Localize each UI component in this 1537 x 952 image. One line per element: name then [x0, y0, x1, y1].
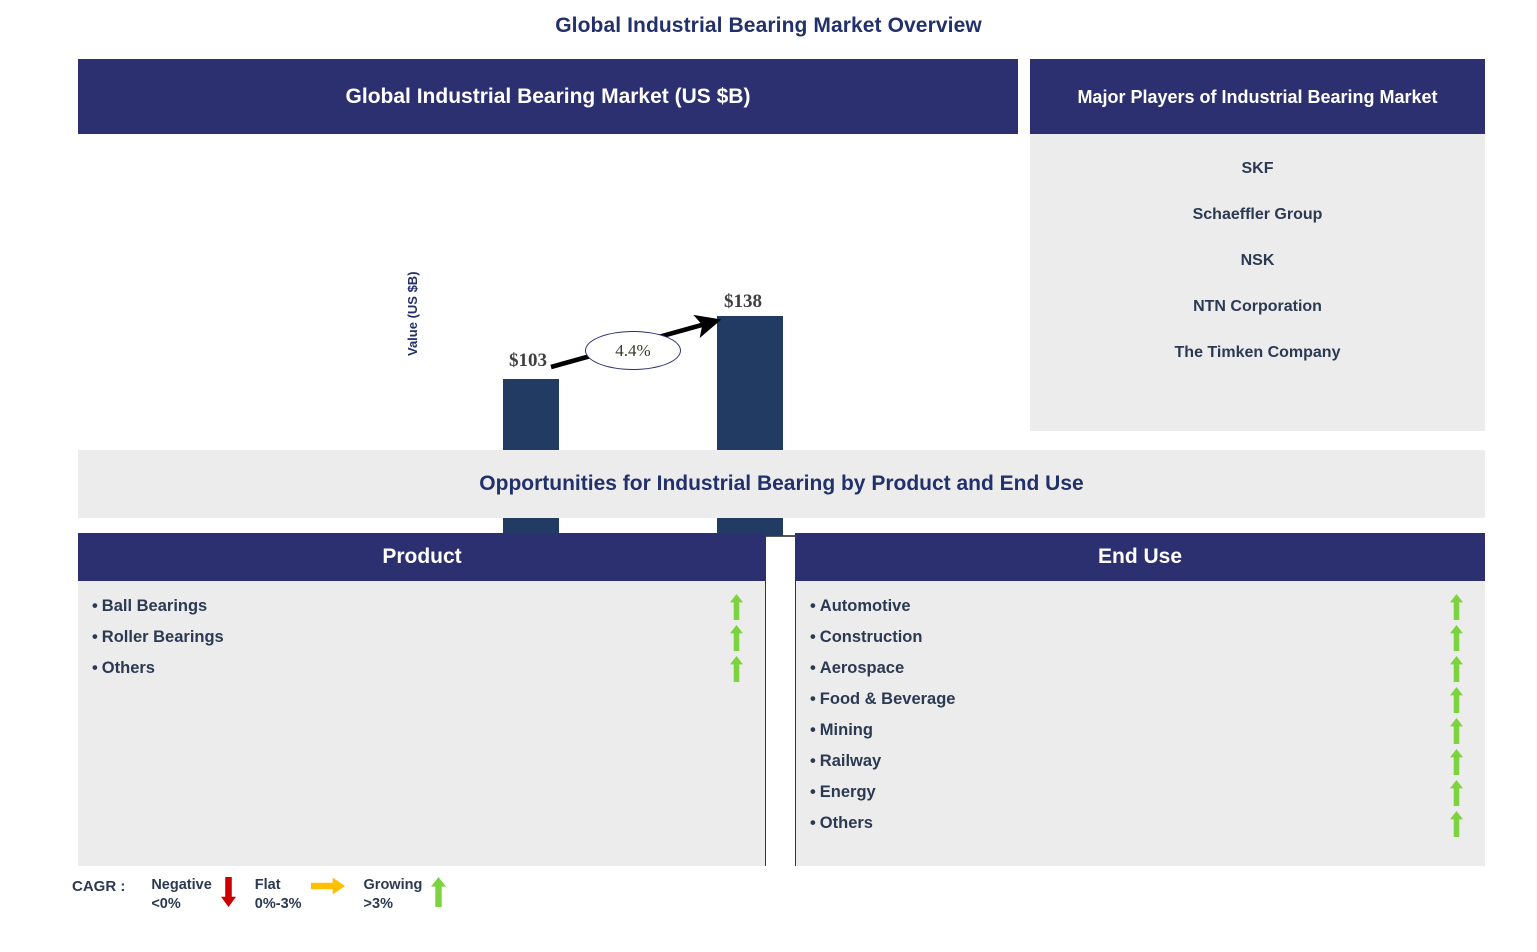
end-use-panel: End Use • Automotive • Construction • Aeros…	[795, 533, 1485, 866]
product-item-label: • Others	[92, 659, 155, 677]
list-item: • Railway	[796, 746, 1485, 777]
cagr-legend: CAGR : Negative <0% Flat 0%-3% Growing >…	[72, 876, 465, 914]
list-item: SKF	[1241, 160, 1274, 177]
end-use-item-label: • Aerospace	[810, 659, 905, 677]
cagr-legend-title: CAGR :	[72, 878, 126, 895]
list-item: • Others	[78, 653, 765, 684]
arrow-up-green-icon	[730, 593, 743, 620]
arrow-up-green-icon	[1450, 655, 1463, 682]
bullet-icon: •	[92, 659, 98, 677]
list-item: Schaeffler Group	[1192, 206, 1323, 223]
end-use-item-label: • Others	[810, 814, 873, 832]
end-use-item-label: • Construction	[810, 628, 923, 646]
legend-negative-icon-wrap	[220, 876, 236, 907]
product-item-label: • Ball Bearings	[92, 597, 208, 615]
major-players-panel: Major Players of Industrial Bearing Mark…	[1030, 59, 1485, 431]
bullet-icon: •	[810, 783, 816, 801]
cagr-bubble: 4.4%	[585, 331, 681, 370]
list-item: NTN Corporation	[1193, 298, 1322, 315]
product-item-label: • Roller Bearings	[92, 628, 224, 646]
bullet-icon: •	[810, 659, 816, 677]
arrow-up-green-icon	[1450, 717, 1463, 744]
end-use-item-label: • Mining	[810, 721, 873, 739]
page-title: Global Industrial Bearing Market Overvie…	[555, 14, 982, 37]
bullet-icon: •	[810, 597, 816, 615]
end-use-item-label: • Food & Beverage	[810, 690, 956, 708]
bullet-icon: •	[810, 628, 816, 646]
list-item: • Automotive	[796, 591, 1485, 622]
market-chart-header: Global Industrial Bearing Market (US $B)	[78, 59, 1018, 134]
list-item: • Food & Beverage	[796, 684, 1485, 715]
legend-item-negative: Negative <0%	[151, 876, 244, 914]
cagr-value: 4.4%	[615, 340, 651, 360]
bullet-icon: •	[92, 597, 98, 615]
bullet-icon: •	[92, 628, 98, 646]
legend-growing-icon-wrap	[431, 876, 447, 907]
legend-flat-text: Flat 0%-3%	[254, 877, 302, 912]
arrow-up-green-icon	[1450, 686, 1463, 713]
arrow-up-green-icon	[730, 624, 743, 651]
list-item: • Construction	[796, 622, 1485, 653]
product-panel: Product • Ball Bearings • Roller Bearings …	[78, 533, 766, 866]
list-item: • Ball Bearings	[78, 591, 765, 622]
list-item: • Roller Bearings	[78, 622, 765, 653]
market-chart-body: Value (US $B) $103 $138 2024 2031 4.4% S…	[78, 134, 1018, 565]
end-use-item-label: • Railway	[810, 752, 882, 770]
arrow-up-green-icon	[1450, 779, 1463, 806]
list-item: • Energy	[796, 777, 1485, 808]
arrow-up-green-icon	[1450, 810, 1463, 837]
y-axis-label: Value (US $B)	[405, 271, 420, 356]
product-body: • Ball Bearings • Roller Bearings • Others	[78, 581, 766, 866]
bar-value-2031: $138	[724, 291, 762, 312]
legend-negative-text: Negative <0%	[151, 877, 212, 912]
end-use-header: End Use	[795, 533, 1485, 581]
arrow-up-green-icon	[1450, 748, 1463, 775]
major-players-header: Major Players of Industrial Bearing Mark…	[1030, 59, 1485, 134]
bullet-icon: •	[810, 752, 816, 770]
arrow-up-green-icon	[1450, 593, 1463, 620]
list-item: • Mining	[796, 715, 1485, 746]
list-item: • Aerospace	[796, 653, 1485, 684]
list-item: NSK	[1240, 252, 1275, 269]
end-use-body: • Automotive • Construction • Aerospace • Fo…	[795, 581, 1485, 866]
market-chart-panel: Global Industrial Bearing Market (US $B)…	[78, 59, 1018, 565]
opportunities-banner: Opportunities for Industrial Bearing by …	[78, 450, 1485, 518]
arrow-down-red-icon	[220, 877, 236, 907]
arrow-up-green-icon	[730, 655, 743, 682]
arrow-up-green-icon	[431, 877, 447, 907]
legend-growing-text: Growing >3%	[363, 877, 423, 912]
arrow-right-yellow-icon	[310, 877, 345, 895]
bar-value-2024: $103	[509, 350, 547, 371]
product-header: Product	[78, 533, 766, 581]
end-use-item-label: • Automotive	[810, 597, 911, 615]
list-item: The Timken Company	[1174, 344, 1341, 361]
list-item: • Others	[796, 808, 1485, 839]
legend-item-growing: Growing >3%	[364, 876, 456, 914]
bullet-icon: •	[810, 721, 816, 739]
legend-item-flat: Flat 0%-3%	[255, 876, 354, 914]
major-players-body: SKF Schaeffler Group NSK NTN Corporation…	[1030, 134, 1485, 431]
bullet-icon: •	[810, 690, 816, 708]
arrow-up-green-icon	[1450, 624, 1463, 651]
end-use-item-label: • Energy	[810, 783, 876, 801]
legend-flat-icon-wrap	[310, 876, 345, 895]
bullet-icon: •	[810, 814, 816, 832]
